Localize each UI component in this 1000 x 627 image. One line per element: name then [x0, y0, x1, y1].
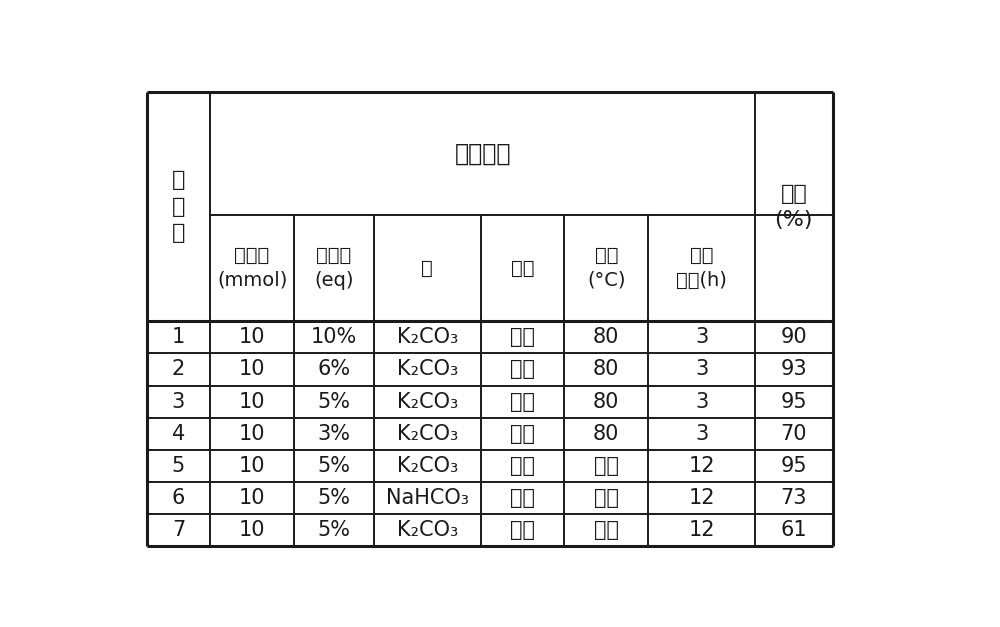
- Text: 80: 80: [593, 391, 619, 411]
- Text: 5%: 5%: [317, 520, 350, 540]
- Text: 收率
(%): 收率 (%): [775, 184, 813, 230]
- Text: 催化剂
(eq): 催化剂 (eq): [314, 246, 354, 290]
- Text: 溶剂: 溶剂: [511, 258, 534, 278]
- Text: K₂CO₃: K₂CO₃: [397, 520, 458, 540]
- Text: 80: 80: [593, 327, 619, 347]
- Text: 95: 95: [781, 391, 807, 411]
- Text: 室温: 室温: [594, 456, 619, 476]
- Text: 5%: 5%: [317, 488, 350, 508]
- Text: 香兰醇
(mmol): 香兰醇 (mmol): [217, 246, 287, 290]
- Text: 反应条件: 反应条件: [454, 142, 511, 166]
- Text: 甲苯: 甲苯: [510, 359, 535, 379]
- Text: 室温: 室温: [594, 520, 619, 540]
- Text: 甲苯: 甲苯: [510, 391, 535, 411]
- Text: 1: 1: [172, 327, 185, 347]
- Text: 7: 7: [172, 520, 185, 540]
- Text: K₂CO₃: K₂CO₃: [397, 359, 458, 379]
- Text: 12: 12: [688, 488, 715, 508]
- Text: 10: 10: [239, 327, 265, 347]
- Text: 3: 3: [172, 391, 185, 411]
- Text: 3%: 3%: [317, 424, 350, 444]
- Text: 实
施
例: 实 施 例: [172, 171, 185, 243]
- Text: K₂CO₃: K₂CO₃: [397, 424, 458, 444]
- Text: 反应
时间(h): 反应 时间(h): [676, 246, 727, 290]
- Text: 6%: 6%: [317, 359, 350, 379]
- Text: 2: 2: [172, 359, 185, 379]
- Text: 10%: 10%: [311, 327, 357, 347]
- Text: 温度
(°C): 温度 (°C): [587, 246, 626, 290]
- Text: 95: 95: [781, 456, 807, 476]
- Text: 70: 70: [781, 424, 807, 444]
- Text: 93: 93: [781, 359, 807, 379]
- Text: 10: 10: [239, 456, 265, 476]
- Text: K₂CO₃: K₂CO₃: [397, 327, 458, 347]
- Text: 甲苯: 甲苯: [510, 327, 535, 347]
- Text: 10: 10: [239, 424, 265, 444]
- Text: 12: 12: [688, 456, 715, 476]
- Text: 甲苯: 甲苯: [510, 456, 535, 476]
- Text: 61: 61: [781, 520, 807, 540]
- Text: 甲苯: 甲苯: [510, 488, 535, 508]
- Text: 3: 3: [695, 327, 708, 347]
- Text: 90: 90: [781, 327, 807, 347]
- Text: 6: 6: [172, 488, 185, 508]
- Text: 80: 80: [593, 359, 619, 379]
- Text: 碱: 碱: [421, 258, 433, 278]
- Text: K₂CO₃: K₂CO₃: [397, 456, 458, 476]
- Text: 3: 3: [695, 424, 708, 444]
- Text: 73: 73: [781, 488, 807, 508]
- Text: 5: 5: [172, 456, 185, 476]
- Text: NaHCO₃: NaHCO₃: [386, 488, 469, 508]
- Text: 10: 10: [239, 488, 265, 508]
- Text: 80: 80: [593, 424, 619, 444]
- Text: 室温: 室温: [594, 488, 619, 508]
- Text: 乙醇: 乙醇: [510, 520, 535, 540]
- Text: 10: 10: [239, 359, 265, 379]
- Text: 3: 3: [695, 359, 708, 379]
- Text: 4: 4: [172, 424, 185, 444]
- Text: 10: 10: [239, 520, 265, 540]
- Text: 甲苯: 甲苯: [510, 424, 535, 444]
- Text: 5%: 5%: [317, 391, 350, 411]
- Text: K₂CO₃: K₂CO₃: [397, 391, 458, 411]
- Text: 12: 12: [688, 520, 715, 540]
- Text: 10: 10: [239, 391, 265, 411]
- Text: 5%: 5%: [317, 456, 350, 476]
- Text: 3: 3: [695, 391, 708, 411]
